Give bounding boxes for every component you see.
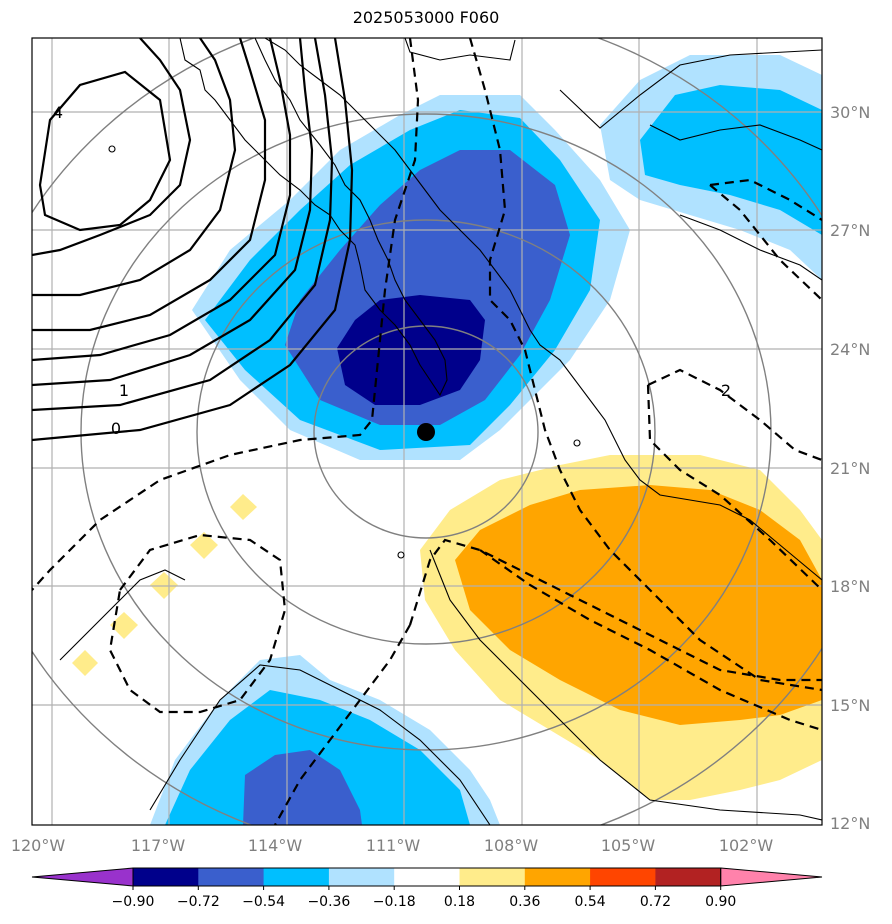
small-positive-patches [72,494,257,676]
lon-tick-108w: 108°W [484,836,539,855]
latitude-labels: 30°N 27°N 24°N 21°N 18°N 15°N 12°N [830,103,870,833]
colorbar-segment [590,868,656,886]
lat-tick-18n: 18°N [830,577,870,596]
colorbar-segment [394,868,460,886]
colorbar-tick-label: 0.90 [705,894,736,910]
solid-contours [32,38,354,442]
negative-anomaly-region-east [600,55,822,280]
colorbar-segment [655,868,722,886]
lat-tick-15n: 15°N [830,696,870,715]
dashed-contours [32,38,822,825]
contour-label-4: 4 [53,103,63,122]
colorbar-segment [263,868,330,886]
graticule [32,38,822,825]
contour-label-2: 2 [721,381,731,400]
colorbar-extend-low [31,867,134,887]
lat-tick-12n: 12°N [830,814,870,833]
colorbar-extend-high [720,867,823,887]
longitude-labels: 120°W 117°W 114°W 111°W 108°W 105°W 102°… [11,836,774,855]
contour-label-0: 0 [111,419,121,438]
lat-tick-30n: 30°N [830,103,870,122]
colorbar: −0.90 −0.72 −0.54 −0.36 −0.18 0.18 0.36 0.54 0.7… [31,867,823,910]
lon-tick-111w: 111°W [366,836,421,855]
contour-label-1: 1 [119,381,129,400]
colorbar-tick-label: 0.54 [575,894,606,910]
colorbar-tick-label: −0.90 [112,894,155,910]
colorbar-outline [132,867,722,887]
colorbar-tick-label: −0.18 [373,894,416,910]
negative-anomaly-region-north [192,95,630,460]
negative-anomaly-region-south [150,655,500,825]
colorbar-tick-label: −0.36 [307,894,350,910]
lon-tick-114w: 114°W [248,836,303,855]
colorbar-tick-label: 0.36 [509,894,540,910]
colorbar-segment [133,868,199,886]
colorbar-tick-label: 0.18 [444,894,475,910]
colorbar-segment [459,868,526,886]
colorbar-tick-label: −0.54 [242,894,285,910]
map-plot-area: 4 1 0 2 [32,38,822,825]
coastlines [59,38,822,825]
lat-tick-27n: 27°N [830,221,870,240]
lon-tick-102w: 102°W [719,836,774,855]
range-rings [32,38,822,825]
storm-center-marker [417,423,435,441]
colorbar-segment [524,868,591,886]
colorbar-segment [198,868,265,886]
map-frame [31,37,823,826]
colorbar-tick-label: 0.72 [640,894,671,910]
colorbar-tick-label: −0.72 [177,894,220,910]
lon-tick-120w: 120°W [11,836,66,855]
colorbar-segment [328,868,395,886]
lon-tick-117w: 117°W [131,836,186,855]
lat-tick-21n: 21°N [830,459,870,478]
lon-tick-105w: 105°W [601,836,656,855]
map-title: 2025053000 F060 [352,8,500,27]
lat-tick-24n: 24°N [830,340,870,359]
